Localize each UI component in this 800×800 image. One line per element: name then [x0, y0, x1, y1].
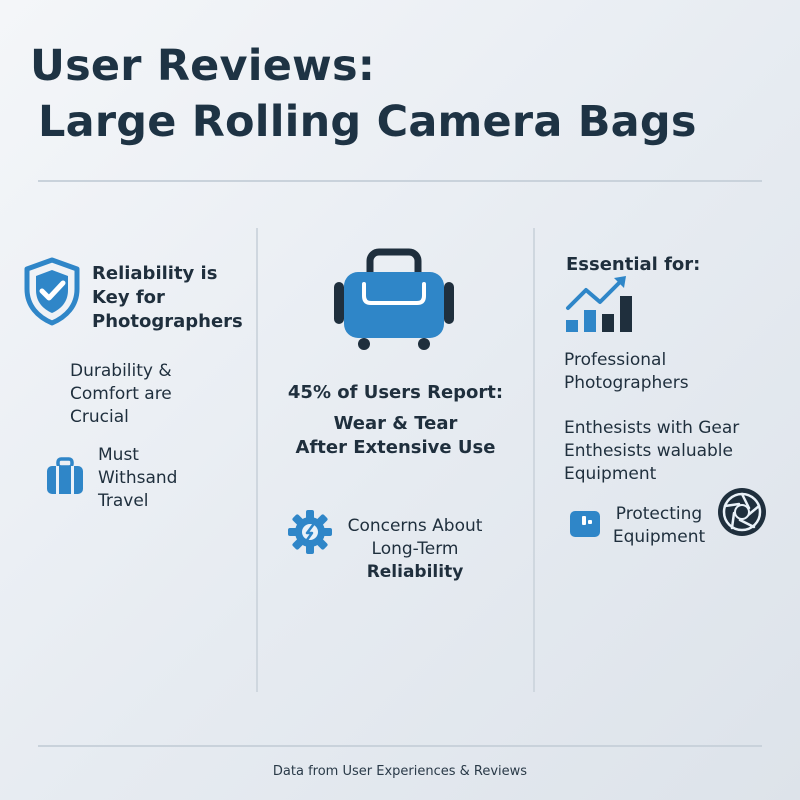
travel-line: Withsand	[98, 468, 178, 488]
reliability-heading-line: Reliability is	[92, 263, 218, 284]
professional-text: Professional Photographers	[564, 349, 689, 395]
concerns-text: Concerns About Long-Term Reliability	[338, 515, 492, 584]
concerns-bold-line: Reliability	[366, 562, 464, 582]
page-title: User Reviews: Large Rolling Camera Bags	[30, 38, 697, 150]
concerns-line: Long-Term	[371, 539, 459, 559]
gear-icon	[286, 508, 334, 556]
stat-heading: 45% of Users Report:	[287, 382, 504, 403]
aperture-icon	[716, 486, 768, 538]
growth-chart-icon	[564, 274, 636, 334]
protecting-line: Protecting	[615, 504, 703, 524]
reliability-heading: Reliability is Key for Photographers	[92, 262, 243, 334]
reliability-heading-line: Photographers	[92, 311, 243, 332]
durability-line: Comfort are	[70, 384, 172, 404]
protecting-line: Equipment	[612, 527, 706, 547]
camera-case-icon	[568, 507, 602, 539]
durability-line: Durability &	[70, 361, 172, 381]
suitcase-icon	[44, 457, 86, 497]
rolling-bag-icon	[330, 248, 458, 352]
professional-line: Professional	[564, 350, 667, 370]
enthusiasts-text: Enthesists with Gear Enthesists waluable…	[564, 417, 739, 486]
shield-check-icon	[22, 256, 82, 326]
travel-text: Must Withsand Travel	[98, 444, 177, 513]
wear-line: Wear & Tear	[333, 413, 458, 434]
title-line-2: Large Rolling Camera Bags	[38, 97, 697, 147]
top-divider	[38, 180, 762, 182]
professional-line: Photographers	[564, 373, 689, 393]
durability-text: Durability & Comfort are Crucial	[70, 360, 172, 429]
protecting-text: Protecting Equipment	[606, 503, 712, 549]
bottom-divider	[38, 745, 762, 747]
wear-line: After Extensive Use	[295, 437, 496, 458]
column-divider-left	[256, 228, 258, 692]
travel-line: Must	[98, 445, 139, 465]
title-line-1: User Reviews:	[30, 41, 376, 91]
enthusiasts-line: Enthesists with Gear	[564, 418, 740, 438]
enthusiasts-line: Equipment	[564, 464, 657, 484]
travel-line: Travel	[98, 491, 149, 511]
enthusiasts-line: Enthesists waluable	[564, 441, 733, 461]
wear-text: Wear & Tear After Extensive Use	[258, 412, 533, 460]
essential-heading: Essential for:	[566, 254, 701, 275]
concerns-line: Concerns About	[347, 516, 483, 536]
reliability-heading-line: Key for	[92, 287, 165, 308]
footer-note: Data from User Experiences & Reviews	[272, 764, 528, 779]
column-divider-right	[533, 228, 535, 692]
durability-line: Crucial	[70, 407, 129, 427]
